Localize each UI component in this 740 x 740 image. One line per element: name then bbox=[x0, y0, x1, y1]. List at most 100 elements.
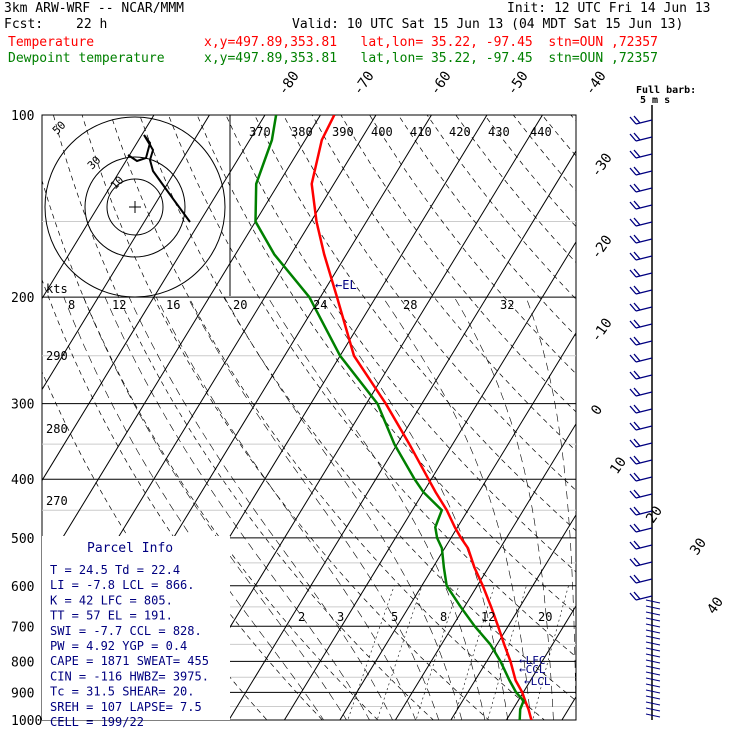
wind-barb-low-level bbox=[645, 641, 661, 646]
parcel-info-row: TT = 57 EL = 191. bbox=[50, 609, 173, 623]
isotherm-line bbox=[673, 115, 740, 720]
mixing-ratio-line bbox=[415, 585, 460, 720]
moist-adiabat-line bbox=[104, 296, 370, 720]
wind-barb bbox=[629, 353, 653, 363]
moist-adiabat-line bbox=[267, 296, 486, 720]
temperature-tick-label: 30 bbox=[687, 535, 710, 558]
wind-barb-low-level bbox=[645, 707, 661, 712]
pressure-tick-label: 800 bbox=[11, 655, 34, 670]
hodograph-speed-tick: 28 bbox=[403, 298, 417, 312]
theta-label: 430 bbox=[488, 125, 510, 139]
isotherm-line bbox=[42, 115, 266, 482]
wind-barb bbox=[629, 404, 653, 414]
mixing-ratio-label: 8 bbox=[440, 610, 447, 624]
moist-adiabat-line bbox=[187, 296, 440, 720]
temperature-tick-label: 10 bbox=[607, 454, 630, 477]
wind-barb-low-level bbox=[645, 611, 661, 616]
theta-e-label: 270 bbox=[46, 494, 68, 508]
wind-barb bbox=[629, 200, 653, 210]
dewpoint-legend-info: x,y=497.89,353.81 lat,lon= 35.22, -97.45… bbox=[204, 51, 658, 66]
dry-adiabat-line bbox=[110, 115, 545, 720]
theta-label: 420 bbox=[449, 125, 471, 139]
temperature-tick-label: -40 bbox=[582, 68, 610, 98]
wind-barb-low-level bbox=[645, 653, 661, 658]
dry-adiabat-line bbox=[484, 115, 576, 228]
dry-adiabat-line bbox=[254, 115, 576, 532]
wind-barb bbox=[629, 421, 653, 431]
hodograph-ring bbox=[106, 178, 164, 236]
wind-barb-low-level bbox=[645, 701, 661, 706]
theta-label: 400 bbox=[371, 125, 393, 139]
sounding-profiles bbox=[254, 115, 533, 720]
dry-adiabat-line bbox=[42, 179, 379, 720]
pressure-tick-label: 100 bbox=[11, 109, 34, 124]
hodograph-kts-label: kts bbox=[46, 282, 68, 296]
wind-barb-low-level bbox=[645, 623, 661, 628]
dewpoint-legend-label: Dewpoint temperature bbox=[8, 51, 165, 66]
temperature-tick-label: 0 bbox=[588, 402, 606, 418]
dry-adiabat-line bbox=[570, 115, 576, 122]
pressure-tick-label: 1000 bbox=[11, 714, 42, 729]
isotherm-line bbox=[339, 331, 576, 720]
theta-label: 390 bbox=[332, 125, 354, 139]
isotherm-line bbox=[42, 115, 155, 300]
parcel-info-row: Tc = 31.5 SHEAR= 20. bbox=[50, 685, 195, 699]
mixing-ratio-label: 3 bbox=[337, 610, 344, 624]
forecast-value: 22 h bbox=[76, 17, 108, 32]
model-title: 3km ARW-WRF -- NCAR/MMM bbox=[4, 1, 185, 16]
theta-label: 370 bbox=[249, 125, 271, 139]
moist-adiabat-lines bbox=[63, 296, 601, 733]
wind-barb-low-level bbox=[645, 617, 661, 622]
wind-barb-low-level bbox=[645, 677, 661, 682]
wind-barb bbox=[629, 217, 653, 227]
mixing-ratio-line bbox=[532, 585, 569, 720]
hodograph-ring bbox=[84, 156, 186, 258]
hodograph-ring-label: 10 bbox=[108, 174, 127, 193]
isotherm-line bbox=[42, 115, 210, 391]
mixing-ratio-lines bbox=[347, 585, 569, 720]
moist-adiabat-line bbox=[587, 297, 601, 733]
lfc-marker: ←LFC bbox=[519, 654, 546, 667]
wind-barb-low-level bbox=[645, 647, 661, 652]
wind-barb bbox=[629, 591, 653, 601]
wind-barb-low-level bbox=[645, 695, 661, 700]
isotherm-line bbox=[505, 604, 576, 720]
dewpoint-profile-line bbox=[254, 115, 526, 720]
parcel-info-row: T = 24.5 Td = 22.4 bbox=[50, 563, 180, 577]
parcel-info-box: Parcel Info T = 24.5 Td = 22.4LI = -7.8 L… bbox=[42, 536, 230, 729]
dry-adiabat-line bbox=[513, 115, 576, 192]
hodograph-speed-tick: 8 bbox=[68, 298, 75, 312]
wind-barb bbox=[629, 149, 653, 159]
dry-adiabat-line bbox=[196, 115, 576, 615]
pressure-tick-label: 500 bbox=[11, 532, 34, 547]
moist-adiabat-line bbox=[83, 296, 347, 720]
parcel-info-row: CELL = 199/22 bbox=[50, 715, 144, 729]
pressure-tick-label: 900 bbox=[11, 686, 34, 701]
wind-barb bbox=[629, 557, 653, 567]
dry-adiabat-line bbox=[369, 115, 576, 375]
wind-barb bbox=[629, 438, 653, 448]
dry-adiabat-line bbox=[81, 115, 490, 720]
parcel-info-row: CIN = -116 HWBZ= 3975. bbox=[50, 669, 209, 683]
wind-barb-low-level bbox=[645, 713, 661, 718]
wind-barb-low-level bbox=[645, 689, 661, 694]
moist-adiabat-line bbox=[454, 296, 554, 720]
pressure-tick-label: 400 bbox=[11, 473, 34, 488]
wind-barb bbox=[629, 285, 653, 295]
temperature-tick-label: -50 bbox=[504, 68, 532, 98]
moist-adiabat-line bbox=[525, 296, 576, 720]
isotherm-line bbox=[617, 115, 740, 720]
temperature-tick-label: -80 bbox=[275, 68, 303, 98]
lcl-marker: ←LCL bbox=[524, 675, 551, 688]
wind-barb bbox=[629, 489, 653, 499]
wind-barb-low-level bbox=[645, 605, 661, 610]
wind-barb-low-level bbox=[645, 599, 661, 604]
temperature-tick-label: 20 bbox=[643, 503, 666, 526]
hodograph-speed-tick: 32 bbox=[500, 298, 514, 312]
wind-barbs: Full barb:5 m s bbox=[629, 85, 696, 720]
wind-barb-legend-unit: 5 m s bbox=[640, 95, 670, 106]
isotherm-line bbox=[450, 513, 576, 720]
